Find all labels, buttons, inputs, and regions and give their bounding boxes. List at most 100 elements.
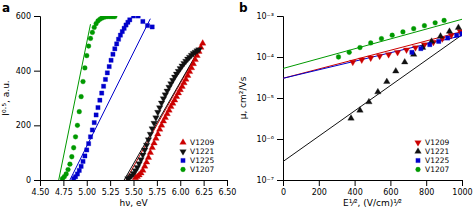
point xyxy=(115,42,119,46)
panel: 4.504.755.005.255.505.756.006.256.500200… xyxy=(1,1,236,208)
x-axis: 4.504.755.005.255.505.756.006.256.50 xyxy=(32,180,237,197)
point xyxy=(348,115,354,121)
x-tick: 4.50 xyxy=(32,180,50,197)
x-tick: 200 xyxy=(312,180,327,197)
point xyxy=(92,120,96,124)
point xyxy=(199,40,205,46)
point xyxy=(433,20,438,25)
point xyxy=(446,36,450,40)
point xyxy=(367,56,373,62)
point xyxy=(81,79,86,84)
plot-area xyxy=(59,16,206,180)
y-axis-title: I⁰·⁵, a.u. xyxy=(1,80,11,115)
legend-symbol xyxy=(181,167,186,172)
point xyxy=(151,121,157,127)
y-tick: 10⁻⁵ xyxy=(256,94,283,103)
point xyxy=(131,16,135,18)
point xyxy=(384,78,390,84)
point xyxy=(88,36,93,41)
panel-title: a xyxy=(2,1,10,15)
legend-label: V1207 xyxy=(190,165,214,174)
y-tick-mark xyxy=(277,98,283,99)
panel-title: b xyxy=(239,1,248,15)
fit-line xyxy=(283,32,462,79)
legend-symbol xyxy=(415,148,421,154)
x-axis-line xyxy=(284,181,463,187)
y-tick-mark xyxy=(277,139,283,140)
legend-label: V1209 xyxy=(190,138,214,147)
point xyxy=(73,134,78,139)
legend-symbol xyxy=(180,150,186,156)
point xyxy=(155,110,161,116)
x-tick-mark xyxy=(390,180,391,186)
y-axis-title: μ, cm²/Vs xyxy=(238,76,248,119)
y-tick-mark xyxy=(34,125,40,126)
point xyxy=(437,33,443,39)
point xyxy=(350,60,356,66)
point xyxy=(82,66,87,71)
point xyxy=(366,98,372,104)
x-tick-label: 600 xyxy=(383,188,398,197)
point xyxy=(455,24,461,30)
point xyxy=(403,48,409,54)
y-tick-label: 10⁻³ xyxy=(256,12,274,21)
y-axis-line xyxy=(277,17,284,181)
point xyxy=(437,39,441,43)
point xyxy=(107,64,111,68)
legend-entry: V1207 xyxy=(181,165,215,174)
point xyxy=(359,58,365,64)
point-series xyxy=(410,32,462,55)
legend-symbol xyxy=(415,141,421,147)
legend-label: V1225 xyxy=(190,156,214,165)
x-tick-mark xyxy=(227,180,228,186)
point xyxy=(455,33,459,37)
point xyxy=(401,29,406,34)
x-tick-mark xyxy=(319,180,320,186)
y-tick-mark xyxy=(277,57,283,58)
point xyxy=(138,158,144,164)
x-tick-mark xyxy=(157,180,158,186)
point-series xyxy=(336,18,446,59)
point xyxy=(394,50,400,56)
y-tick: 10⁻⁶ xyxy=(256,135,283,144)
point xyxy=(136,16,140,18)
point xyxy=(85,148,89,152)
point xyxy=(347,50,352,55)
fit-lines xyxy=(59,19,203,180)
legend-entry: V1221 xyxy=(180,147,215,156)
point xyxy=(86,44,91,49)
point xyxy=(419,47,423,51)
point xyxy=(101,84,105,88)
point xyxy=(79,94,84,99)
x-tick-label: 800 xyxy=(419,188,434,197)
x-tick-mark xyxy=(134,180,135,186)
x-tick: 800 xyxy=(419,180,434,197)
point xyxy=(68,162,73,167)
point xyxy=(150,25,154,29)
legend-symbol xyxy=(416,167,421,172)
x-tick-mark xyxy=(355,180,356,186)
point xyxy=(94,113,98,117)
x-tick-label: 200 xyxy=(312,188,327,197)
point xyxy=(141,19,145,23)
y-tick-mark xyxy=(34,16,40,17)
x-tick-label: 5.00 xyxy=(78,188,96,197)
legend-symbol xyxy=(180,139,186,145)
y-tick-mark xyxy=(34,71,40,72)
point xyxy=(428,43,432,47)
x-tick: 6.00 xyxy=(172,180,190,197)
plot-area xyxy=(283,18,462,162)
y-tick: 0 xyxy=(26,176,40,185)
legend-label: V1221 xyxy=(190,147,214,156)
fit-line xyxy=(124,50,199,180)
point xyxy=(112,16,117,19)
point xyxy=(442,18,447,23)
legend-label: V1207 xyxy=(425,165,449,174)
point xyxy=(90,128,94,132)
x-tick-label: 4.50 xyxy=(32,188,50,197)
y-tick: 600 xyxy=(16,12,40,21)
legend-label: V1225 xyxy=(425,156,449,165)
x-tick-label: 6.00 xyxy=(172,188,190,197)
chart-container: 4.504.755.005.255.505.756.006.256.500 200… xyxy=(0,0,474,210)
point xyxy=(105,71,109,75)
